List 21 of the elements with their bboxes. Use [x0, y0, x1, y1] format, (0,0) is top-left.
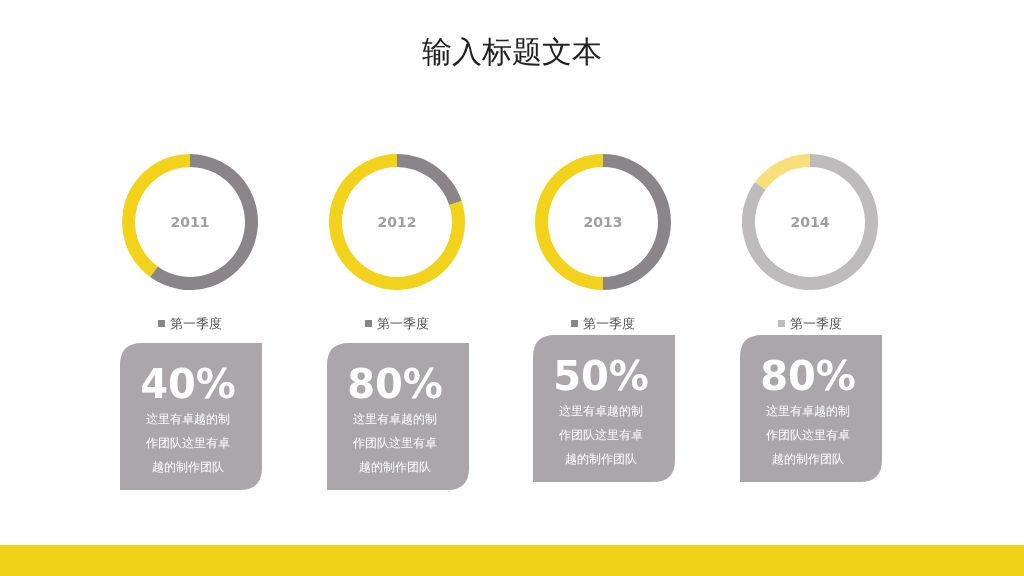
legend-item: 第一季度: [158, 316, 222, 331]
legend-item: 第一季度: [778, 316, 842, 331]
legend-item: 第一季度: [571, 316, 635, 331]
legend-label: 第一季度: [170, 316, 222, 331]
text: 2014: [790, 214, 830, 230]
legend-item: 第一季度: [365, 316, 429, 331]
text: 80%: [760, 353, 856, 399]
text: 这里有卓越的制作团队这里有卓越的制作团队: [145, 412, 230, 474]
legend-label: 第一季度: [790, 316, 842, 331]
text: 80%: [347, 361, 443, 407]
text: 2013: [583, 214, 623, 230]
text: 这里有卓越的制作团队这里有卓越的制作团队: [558, 404, 643, 466]
text: 输入标题文本: [422, 34, 602, 69]
text: 2012: [377, 214, 417, 230]
text: 这里有卓越的制作团队这里有卓越的制作团队: [352, 412, 437, 474]
text: 2011: [170, 214, 210, 230]
legend-label: 第一季度: [377, 316, 429, 331]
text: 这里有卓越的制作团队这里有卓越的制作团队: [765, 404, 850, 466]
legend-label: 第一季度: [583, 316, 635, 331]
text: 40%: [140, 361, 236, 407]
text: 50%: [553, 353, 649, 399]
